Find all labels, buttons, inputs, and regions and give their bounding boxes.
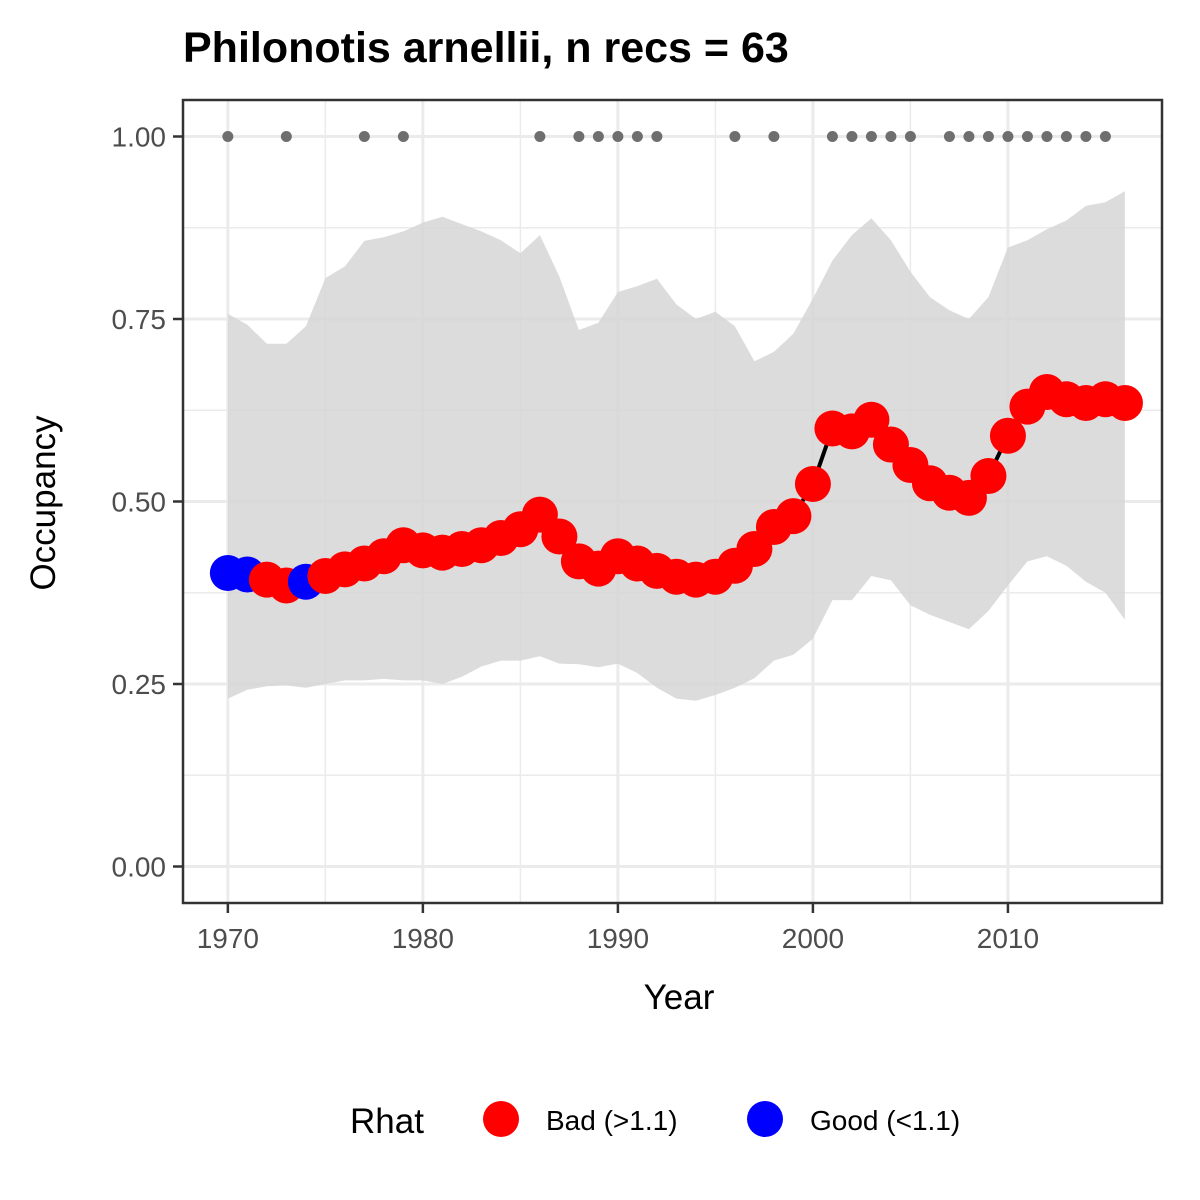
- record-dot: [943, 131, 955, 142]
- record-dot: [963, 131, 975, 142]
- record-dot: [904, 131, 916, 142]
- chart-title: Philonotis arnellii, n recs = 63: [183, 24, 789, 72]
- record-dot: [358, 131, 370, 142]
- record-dot: [222, 131, 234, 142]
- x-tick-label: 2000: [782, 923, 844, 954]
- record-dot: [768, 131, 780, 142]
- legend-title: Rhat: [350, 1102, 424, 1141]
- y-tick-label: 0.00: [112, 852, 167, 883]
- record-dots-layer: [222, 131, 1111, 142]
- x-tick-label: 1990: [587, 923, 649, 954]
- record-dot: [729, 131, 741, 142]
- record-dot: [826, 131, 838, 142]
- occupancy-point: [775, 498, 812, 535]
- legend-entries: Bad (>1.1) Good (<1.1): [483, 1101, 960, 1137]
- record-dot: [280, 131, 292, 142]
- occupancy-point: [853, 401, 890, 438]
- occupancy-points-layer: [209, 374, 1143, 604]
- record-dot: [865, 131, 877, 142]
- x-tick-label: 1970: [197, 923, 259, 954]
- record-dot: [651, 131, 663, 142]
- legend: Rhat Bad (>1.1) Good (<1.1): [350, 1101, 960, 1141]
- record-dot: [573, 131, 585, 142]
- y-axis: 0.00 0.25 0.50 0.75 1.00: [112, 122, 183, 883]
- occupancy-point: [989, 417, 1026, 454]
- occupancy-point: [541, 518, 578, 555]
- record-dot: [592, 131, 604, 142]
- record-dot: [612, 131, 624, 142]
- x-tick-label: 1980: [392, 923, 454, 954]
- record-dot: [1080, 131, 1092, 142]
- y-axis-title: Occupancy: [24, 415, 63, 591]
- occupancy-point: [1106, 384, 1143, 421]
- occupancy-point: [970, 457, 1007, 494]
- y-tick-label: 1.00: [112, 122, 167, 153]
- x-tick-label: 2010: [977, 923, 1039, 954]
- record-dot: [1099, 131, 1111, 142]
- record-dot: [885, 131, 897, 142]
- record-dot: [397, 131, 409, 142]
- x-axis-title: Year: [644, 978, 715, 1017]
- record-dot: [534, 131, 546, 142]
- record-dot: [1021, 131, 1033, 142]
- record-dot: [1002, 131, 1014, 142]
- x-axis: 1970 1980 1990 2000 2010: [197, 903, 1039, 954]
- confidence-ribbon: [227, 191, 1125, 701]
- legend-label-good: Good (<1.1): [810, 1105, 960, 1136]
- y-tick-label: 0.25: [112, 669, 167, 700]
- legend-key-good: [747, 1101, 783, 1137]
- legend-key-bad: [483, 1101, 519, 1137]
- confidence-ribbon-layer: [227, 191, 1125, 701]
- occupancy-point: [794, 465, 831, 502]
- y-tick-label: 0.75: [112, 304, 167, 335]
- record-dot: [631, 131, 643, 142]
- record-dot: [1041, 131, 1053, 142]
- legend-label-bad: Bad (>1.1): [546, 1105, 678, 1136]
- record-dot: [1060, 131, 1072, 142]
- record-dot: [846, 131, 858, 142]
- y-tick-label: 0.50: [112, 487, 167, 518]
- record-dot: [982, 131, 994, 142]
